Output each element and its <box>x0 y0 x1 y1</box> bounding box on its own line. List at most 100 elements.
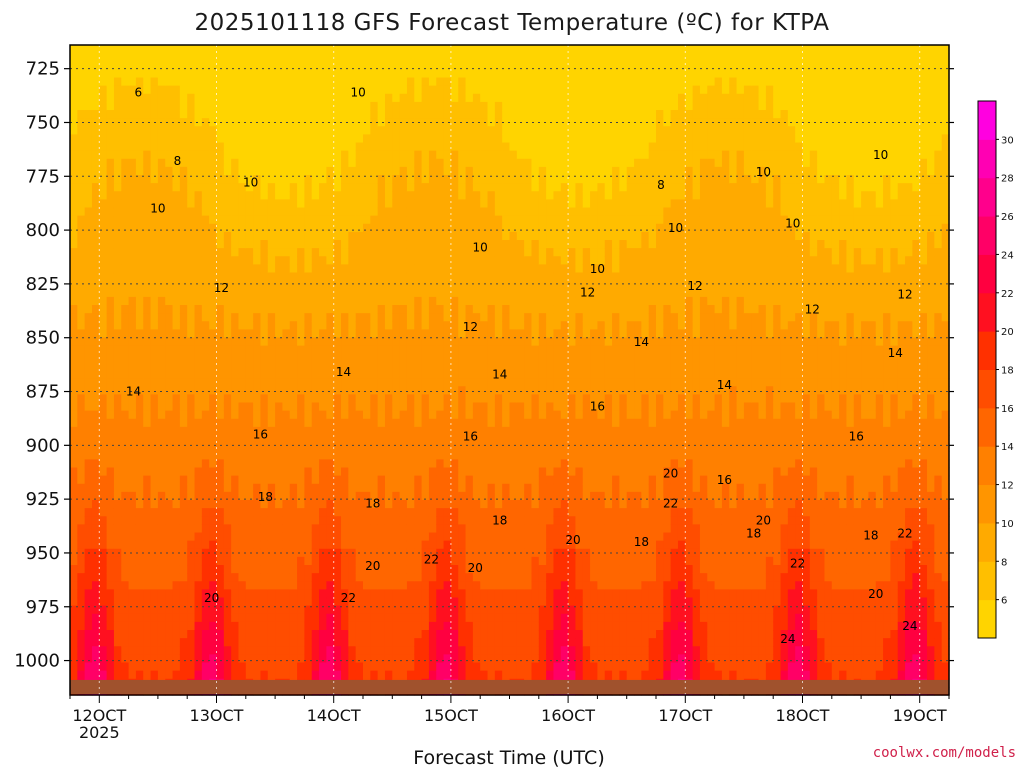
temperature-cell <box>223 280 232 290</box>
temperature-cell <box>172 459 181 469</box>
temperature-cell <box>121 386 130 395</box>
temperature-cell <box>172 280 181 290</box>
temperature-cell <box>333 467 342 477</box>
temperature-cell <box>363 353 371 363</box>
temperature-cell <box>194 621 203 631</box>
temperature-cell <box>275 101 284 111</box>
temperature-cell <box>487 597 496 607</box>
temperature-cell <box>121 573 130 582</box>
temperature-cell <box>472 638 481 647</box>
temperature-cell <box>157 150 166 160</box>
temperature-cell <box>194 613 203 623</box>
temperature-cell <box>414 199 423 209</box>
temperature-cell <box>245 280 254 290</box>
temperature-cell <box>370 101 379 111</box>
temperature-cell <box>524 264 533 274</box>
temperature-cell <box>370 142 379 152</box>
temperature-cell <box>194 183 203 192</box>
temperature-cell <box>113 215 122 225</box>
temperature-cell <box>260 288 269 298</box>
temperature-cell <box>216 175 225 184</box>
temperature-cell <box>363 329 371 339</box>
temperature-cell <box>465 540 474 550</box>
temperature-cell <box>363 110 371 119</box>
temperature-cell <box>267 53 276 62</box>
temperature-cell <box>304 53 313 62</box>
temperature-cell <box>201 337 210 347</box>
temperature-cell <box>297 621 305 631</box>
temperature-cell <box>348 101 357 111</box>
temperature-cell <box>428 613 437 623</box>
temperature-cell <box>201 353 210 363</box>
temperature-cell <box>370 386 379 395</box>
temperature-cell <box>157 524 166 534</box>
temperature-cell <box>414 435 423 444</box>
temperature-cell <box>363 69 371 79</box>
temperature-cell <box>450 158 459 168</box>
temperature-cell <box>355 532 364 542</box>
temperature-cell <box>297 337 305 347</box>
temperature-cell <box>304 134 313 144</box>
temperature-cell <box>150 378 159 387</box>
temperature-cell <box>326 435 335 444</box>
temperature-cell <box>465 410 474 420</box>
temperature-cell <box>421 524 430 534</box>
temperature-cell <box>319 93 327 103</box>
temperature-cell <box>209 605 218 615</box>
temperature-cell <box>494 630 503 639</box>
temperature-cell <box>128 329 137 339</box>
temperature-cell <box>231 597 240 607</box>
temperature-cell <box>253 166 262 176</box>
temperature-cell <box>458 410 467 420</box>
temperature-cell <box>494 426 503 436</box>
temperature-cell <box>253 418 262 428</box>
temperature-cell <box>472 435 481 444</box>
temperature-cell <box>377 524 386 534</box>
temperature-cell <box>165 500 174 509</box>
temperature-cell <box>480 158 489 168</box>
temperature-cell <box>348 45 357 54</box>
temperature-cell <box>223 142 232 152</box>
temperature-cell <box>128 207 137 217</box>
temperature-cell <box>377 646 386 655</box>
temperature-cell <box>487 662 496 672</box>
temperature-cell <box>348 589 357 599</box>
temperature-cell <box>406 508 415 517</box>
temperature-cell <box>421 240 430 249</box>
temperature-cell <box>406 118 415 127</box>
temperature-cell <box>209 532 218 542</box>
temperature-cell <box>187 296 196 306</box>
temperature-cell <box>245 508 254 517</box>
temperature-cell <box>194 654 203 664</box>
temperature-cell <box>399 581 408 590</box>
temperature-cell <box>355 288 364 298</box>
temperature-cell <box>524 191 533 200</box>
temperature-cell <box>267 565 276 574</box>
temperature-cell <box>502 435 511 444</box>
temperature-cell <box>289 410 298 420</box>
temperature-cell <box>282 565 291 574</box>
temperature-cell <box>494 556 503 566</box>
temperature-cell <box>465 264 474 274</box>
temperature-cell <box>70 305 78 314</box>
temperature-cell <box>458 451 467 460</box>
temperature-cell <box>187 183 196 192</box>
temperature-cell <box>487 459 496 469</box>
temperature-cell <box>275 597 284 607</box>
temperature-cell <box>326 540 335 550</box>
temperature-cell <box>480 402 489 412</box>
temperature-cell <box>297 288 305 298</box>
temperature-cell <box>297 183 305 192</box>
temperature-cell <box>414 85 423 95</box>
temperature-cell <box>77 313 86 322</box>
temperature-cell <box>384 240 393 249</box>
temperature-cell <box>480 491 489 501</box>
temperature-cell <box>333 500 342 509</box>
temperature-cell <box>341 305 349 314</box>
temperature-cell <box>370 93 379 103</box>
temperature-cell <box>406 264 415 274</box>
temperature-cell <box>172 443 181 452</box>
temperature-cell <box>458 605 467 615</box>
temperature-cell <box>209 353 218 363</box>
temperature-cell <box>377 134 386 144</box>
